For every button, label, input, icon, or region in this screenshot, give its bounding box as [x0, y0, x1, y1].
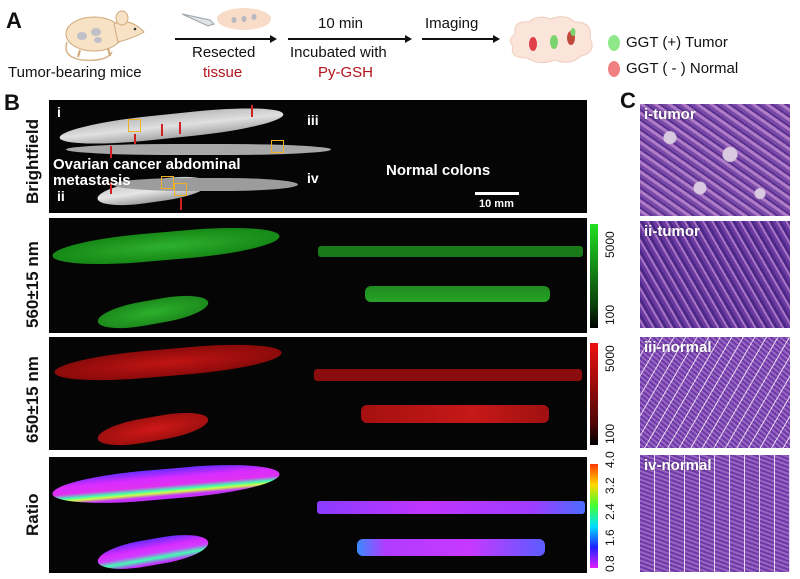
colorbar-green-min: 100 — [603, 304, 617, 325]
annotation-ovarian-line2: metastasis — [53, 172, 131, 189]
tissue-i-green — [51, 222, 281, 270]
arrow-incubate — [288, 35, 412, 42]
colorbar-ratio-tick-3.2: 3.2 — [603, 477, 617, 494]
step2-line1: Incubated with — [290, 44, 387, 61]
sample-label-i: i — [57, 104, 61, 120]
panel-b-letter: B — [4, 90, 20, 115]
roi-box-iv — [161, 176, 174, 189]
tissue-iii-red — [314, 369, 582, 381]
arrow-imaging — [422, 35, 500, 42]
histology-label: ii-tumor — [644, 223, 700, 240]
histology-label: i-tumor — [644, 106, 696, 123]
colorbar-ratio-tick-0.8: 0.8 — [603, 555, 617, 572]
tissue-iii-ratio — [317, 501, 585, 514]
colorbar-red-max: 5000 — [603, 345, 617, 372]
legend-swatch-red-icon — [608, 60, 620, 77]
tumor-arrow — [110, 146, 112, 158]
step2-line2: Py-GSH — [318, 64, 374, 81]
colorbar-ratio-tick-1.6: 1.6 — [603, 529, 617, 546]
mouse-label: Tumor-bearing mice — [8, 64, 142, 81]
sample-label-iv: iv — [307, 170, 319, 186]
legend-tumor-label: GGT (+) Tumor — [626, 34, 728, 51]
tissue-iv-green — [365, 286, 550, 302]
sample-label-iii: iii — [307, 112, 319, 128]
roi-box-i — [128, 119, 141, 132]
tumor-arrow — [251, 105, 253, 117]
tumor-arrow — [179, 122, 181, 134]
histology-label: iv-normal — [644, 457, 712, 474]
tumor-arrow — [110, 182, 112, 194]
tumor-arrow — [134, 134, 136, 144]
row-label-ratio: Ratio — [23, 493, 42, 537]
tissue-i-ratio — [51, 459, 281, 509]
brightfield-image: i ii iii iv Ovarian cancer abdominal met… — [49, 100, 587, 213]
legend-swatch-green-icon — [608, 34, 620, 51]
histology-iv-normal: iv-normal — [640, 455, 790, 572]
histology-iii-normal: iii-normal — [640, 337, 790, 448]
step3-top: Imaging — [425, 15, 479, 32]
red-channel-image — [49, 337, 587, 450]
ratio-image — [49, 457, 587, 573]
green-channel-image — [49, 218, 587, 333]
tissue-iv — [113, 178, 298, 191]
tissue-ii-green — [95, 290, 211, 333]
legend-normal: GGT ( - ) Normal — [608, 60, 738, 77]
scalpel-icon — [181, 13, 215, 27]
tissue-i-red — [53, 339, 283, 386]
colorbar-ratio-tick-4.0: 4.0 — [603, 451, 617, 468]
roi-box-iii — [271, 140, 284, 153]
tissue-ii-red — [95, 407, 211, 450]
histology-label: iii-normal — [644, 339, 712, 356]
histology-ii-tumor: ii-tumor — [640, 221, 790, 328]
tumor-arrow — [180, 198, 182, 210]
colorbar-ratio-tick-2.4: 2.4 — [603, 503, 617, 520]
step2-top: 10 min — [318, 15, 364, 32]
tissue-iv-red — [361, 405, 549, 423]
row-label-560nm: 560±15 nm — [23, 241, 42, 328]
colorbar-green-max: 5000 — [603, 231, 617, 258]
colorbar-green — [590, 224, 598, 328]
tissue-iv-ratio — [357, 539, 545, 556]
panel-a-letter: A — [6, 8, 22, 33]
mouse-icon — [65, 10, 145, 62]
annotation-ovarian-line1: Ovarian cancer abdominal — [53, 156, 241, 173]
colorbar-ratio — [590, 464, 598, 568]
scalebar-label: 10 mm — [479, 198, 514, 210]
step1-line1: Resected — [192, 44, 256, 61]
tumor-arrow — [161, 124, 163, 136]
legend-normal-label: GGT ( - ) Normal — [626, 60, 739, 77]
step1-line2: tissue — [203, 64, 243, 81]
row-label-brightfield: Brightfield — [23, 119, 42, 204]
tissue-sample-icon — [217, 8, 271, 30]
tissue-ii-ratio — [95, 529, 211, 573]
scalebar — [475, 192, 519, 195]
colorbar-red — [590, 343, 598, 445]
legend-tumor: GGT (+) Tumor — [608, 34, 728, 51]
panel-c-letter: C — [620, 88, 636, 113]
imaged-tissue-icon — [509, 16, 593, 64]
histology-i-tumor: i-tumor — [640, 104, 790, 216]
arrow-resect — [175, 35, 277, 42]
row-label-650nm: 650±15 nm — [23, 356, 42, 443]
sample-label-ii: ii — [57, 188, 65, 204]
tissue-iii — [66, 144, 331, 155]
roi-box-ii — [174, 183, 187, 196]
colorbar-red-min: 100 — [603, 423, 617, 444]
annotation-normal-colons: Normal colons — [386, 162, 491, 179]
tissue-iii-green — [318, 246, 583, 257]
